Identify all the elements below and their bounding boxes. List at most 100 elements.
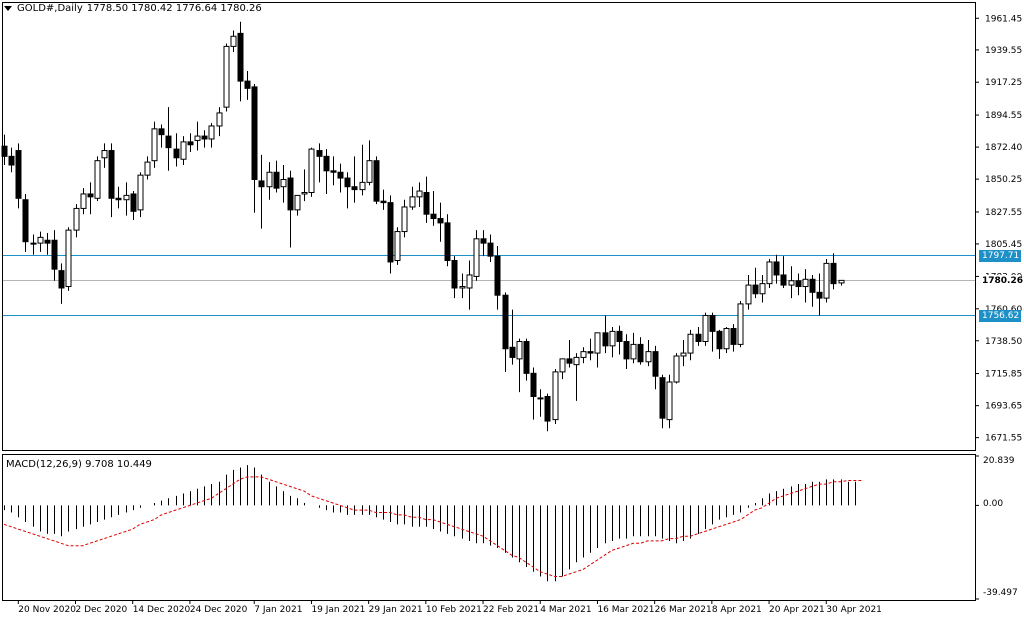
candle [30,234,37,255]
date-tick-label: 4 Mar 2021 [540,605,591,615]
candle [401,199,408,238]
candle-body [308,148,315,194]
candle [523,338,530,381]
candle [223,43,230,112]
symbol-dropdown-icon[interactable] [4,6,12,11]
candle-body [94,160,101,199]
candle-body [73,207,80,231]
candle-body [144,161,151,176]
candle [623,334,630,369]
candle-body [80,193,87,209]
candle [65,227,72,291]
candle-body [44,239,51,244]
candle [587,338,594,361]
price-tick-label: 1693.65 [985,402,1022,412]
macd-histogram [4,465,856,582]
candle [659,374,666,429]
candle [251,84,258,213]
candle [716,329,723,359]
candle-body [37,236,44,244]
candle-body [15,150,22,199]
date-tick-label: 26 Mar 2021 [655,605,712,615]
candle [51,230,58,281]
candle-body [537,397,544,400]
candle [194,121,201,151]
candle-body [22,199,29,243]
candle [80,188,87,215]
candle-body [65,229,72,288]
candle-body [673,355,680,383]
candle-body [594,332,601,354]
candle [409,186,416,210]
candle [73,204,80,238]
candle-body [201,135,208,140]
candle-body [323,155,330,172]
candle-body [301,192,308,195]
date-tick-label: 7 Jan 2021 [254,605,302,615]
candle [394,227,401,265]
candle [580,347,587,364]
candle-body [530,372,537,397]
candle [630,332,637,364]
date-tick-label: 20 Apr 2021 [769,605,825,615]
candle-body [609,330,616,347]
candle-body [451,259,458,289]
candle-body [280,178,287,188]
candle [430,191,437,226]
candle [316,143,323,183]
candle-body [151,128,158,162]
candle-body [552,371,559,421]
candle [802,269,809,303]
candle-body [759,283,766,295]
candle-body [251,86,258,180]
candle-body [287,177,294,211]
candle [15,143,22,209]
candle-body [230,35,237,47]
candle [559,358,566,380]
candle [366,140,373,186]
candle [201,130,208,148]
candle-body [51,239,58,270]
candle-body [830,262,837,285]
candle [709,312,716,352]
candle-body [723,327,730,350]
candle [94,156,101,202]
candle-body [108,150,115,199]
candle [509,309,516,365]
candle [473,230,480,281]
candle-body [516,341,523,360]
candle-body [409,196,416,208]
candle [451,256,458,299]
macd-panel-frame [2,454,976,601]
candle [423,176,430,223]
candle [838,279,845,286]
candle-body [273,171,280,189]
candle-body [401,206,408,233]
candle [230,30,237,53]
symbol-label[interactable]: GOLD#,Daily [17,3,83,14]
candle [151,121,158,168]
candle [459,273,466,299]
date-tick-label: 16 Mar 2021 [597,605,654,615]
candle [437,202,444,242]
candle-body [366,160,373,183]
candle [158,124,165,148]
candle [216,107,223,137]
price-tick-label: 1872.40 [985,143,1022,153]
candle-body [616,330,623,343]
candle [1,134,8,166]
candle-body [187,141,194,146]
macd-label: MACD(12,26,9) 9.708 10.449 [6,459,152,470]
date-tick-label: 30 Apr 2021 [826,605,882,615]
candle-body [344,177,351,188]
price-tick-label: 1850.25 [985,175,1022,185]
candle-body [659,377,666,419]
candle-body [330,170,337,173]
macd-axis-label-zero: 0.00 [983,499,1004,510]
candle-body [373,160,380,202]
candle-body [509,346,516,358]
date-tick-label: 10 Feb 2021 [426,605,482,615]
candle [101,143,108,168]
candle-body [680,352,687,357]
candle-body [480,238,487,244]
